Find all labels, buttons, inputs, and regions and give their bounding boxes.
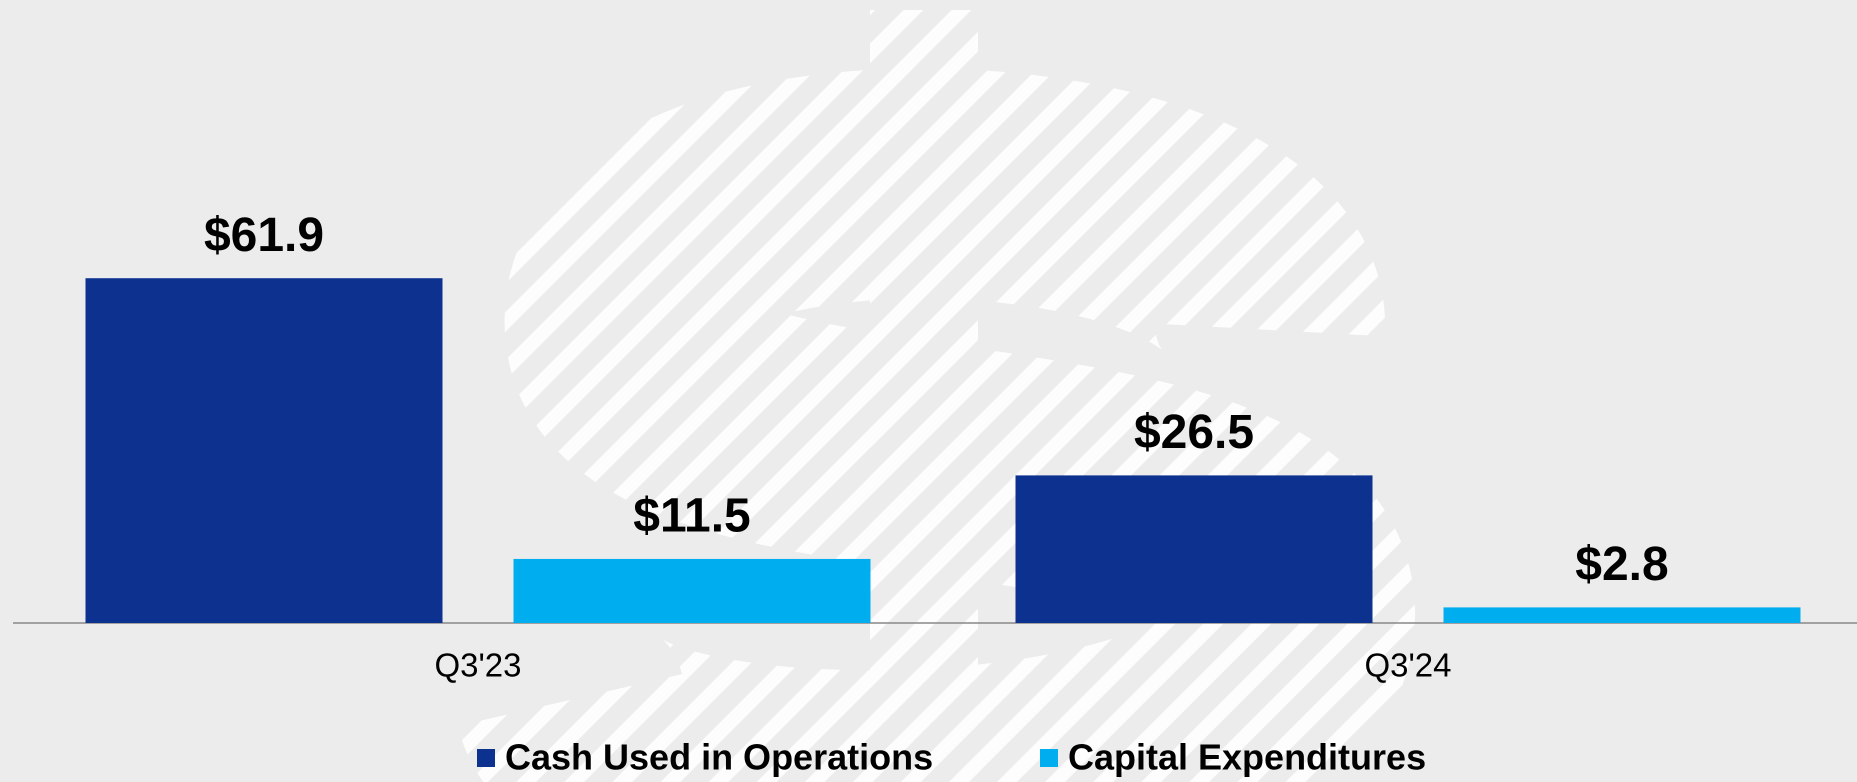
bar [513,558,871,623]
x-tick-label: Q3'23 [434,647,521,684]
bar [1443,607,1801,623]
legend-swatch [477,749,495,767]
value-label: $11.5 [633,490,750,543]
x-tick-label: Q3'24 [1364,647,1451,684]
value-label: $26.5 [1134,406,1254,459]
legend-swatch [1040,749,1058,767]
bar [85,278,443,623]
legend-label: Capital Expenditures [1068,737,1426,778]
value-label: $2.8 [1575,538,1668,591]
bar [1015,475,1373,623]
value-label: $61.9 [204,209,324,262]
legend: Cash Used in Operations Capital Expenditu… [477,737,1426,778]
background-dollar-sign [458,10,1415,782]
legend-label: Cash Used in Operations [505,737,933,778]
